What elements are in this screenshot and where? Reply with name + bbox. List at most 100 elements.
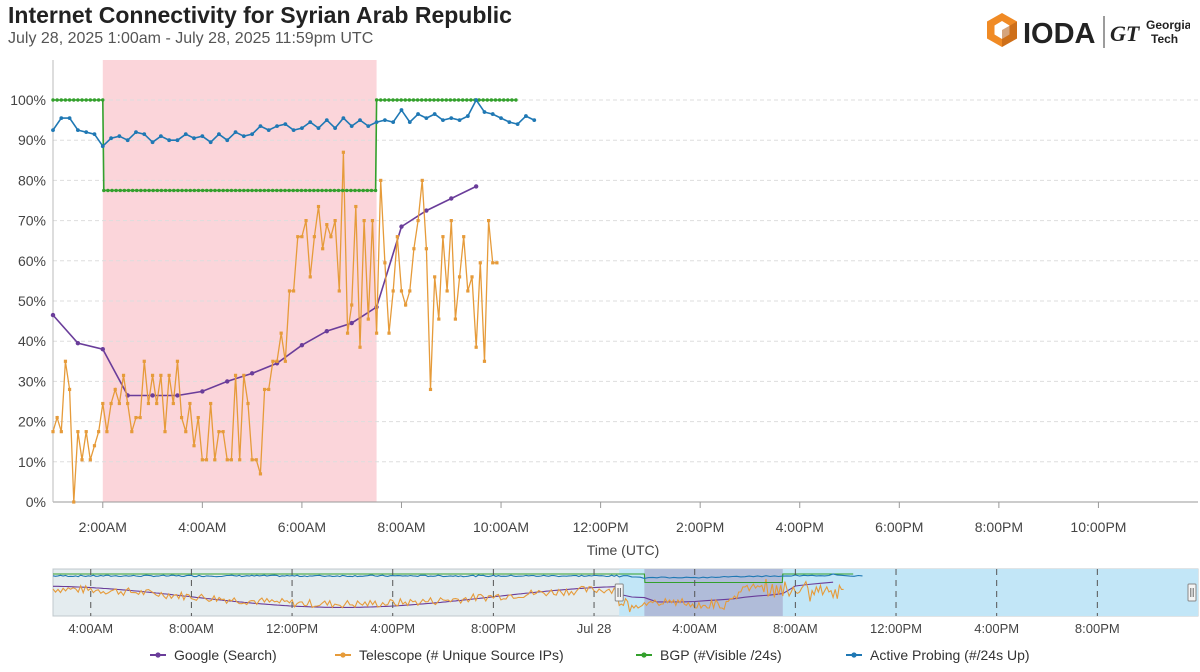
telescope-point (279, 331, 283, 335)
bgp-point (101, 98, 105, 102)
bgp-point (88, 98, 93, 102)
telescope-point (495, 261, 499, 265)
bgp-point (135, 188, 139, 193)
google-point (424, 208, 429, 213)
x-tick-label: 2:00AM (79, 519, 127, 535)
google-point (399, 224, 404, 229)
bgp-point (481, 98, 485, 102)
bgp-point (122, 188, 127, 193)
telescope-point (466, 289, 470, 293)
bgp-point (102, 188, 106, 193)
bgp-point (143, 188, 147, 193)
telescope-point (267, 387, 271, 392)
bgp-point (110, 188, 114, 193)
telescope-point (453, 317, 457, 321)
bgp-point (291, 188, 295, 193)
probing-point (150, 140, 155, 145)
bgp-point (72, 98, 76, 102)
probing-point (374, 120, 379, 125)
probing-point (134, 130, 138, 135)
bgp-point (59, 98, 63, 102)
telescope-point (67, 387, 72, 392)
bgp-point (254, 188, 258, 193)
bgp-point (328, 188, 332, 193)
bgp-point (493, 98, 498, 102)
navigator-handle-left[interactable] (614, 583, 624, 602)
bgp-point (316, 188, 320, 193)
probing-point (333, 126, 338, 131)
telescope-point (130, 430, 134, 434)
bgp-point (246, 188, 250, 193)
y-tick-label: 60% (18, 253, 46, 269)
telescope-point (478, 261, 482, 265)
telescope-point (225, 458, 229, 462)
bgp-point (432, 98, 436, 102)
probing-point (490, 112, 495, 116)
legend-item-telescope[interactable]: Telescope (# Unique Source IPs) (335, 647, 564, 663)
legend-marker (641, 652, 647, 658)
ioda-wordmark: IODA (1023, 18, 1096, 50)
telescope-point (374, 331, 379, 335)
navigator-handle-right[interactable] (1187, 583, 1197, 602)
series-probing (51, 98, 537, 149)
x-tick-label: 10:00AM (473, 519, 529, 535)
bgp-point (307, 188, 312, 193)
bgp-point (270, 188, 275, 193)
probing-point (92, 132, 97, 137)
probing-point (524, 114, 528, 118)
telescope-point (287, 289, 292, 293)
bgp-point (287, 188, 291, 193)
navigator-tick-label: 12:00PM (870, 621, 922, 636)
telescope-point (275, 359, 279, 363)
bgp-point (51, 98, 55, 102)
ioda-hexagon-shade-icon (1002, 21, 1017, 47)
telescope-point (445, 289, 449, 293)
bgp-point (200, 188, 205, 193)
navigator-tick-label: 4:00AM (672, 621, 717, 636)
x-tick-label: 2:00PM (676, 519, 724, 535)
x-tick-label: 10:00PM (1070, 519, 1126, 535)
navigator-tick-label: 8:00AM (169, 621, 214, 636)
google-point (150, 393, 155, 398)
bgp-point (205, 188, 209, 193)
telescope-point (121, 373, 126, 377)
bgp-point (63, 98, 68, 102)
bgp-point (106, 188, 110, 193)
probing-point (283, 122, 288, 127)
bgp-point (76, 98, 80, 102)
telescope-point (254, 458, 258, 462)
bgp-point (357, 188, 361, 193)
bgp-point (67, 98, 72, 102)
bgp-point (80, 98, 84, 102)
telescope-point (204, 458, 209, 462)
probing-point (59, 116, 64, 120)
legend-label: Active Probing (#/24s Up) (870, 647, 1030, 663)
telescope-point (416, 219, 420, 223)
probing-point (416, 112, 420, 116)
telescope-point (345, 331, 350, 335)
telescope-point (437, 317, 441, 321)
bgp-point (460, 98, 465, 102)
navigator-series-bgp (53, 573, 854, 584)
probing-point (291, 128, 296, 133)
bgp-point (415, 98, 420, 102)
probing-point (192, 136, 196, 141)
bgp-point (452, 98, 457, 102)
bgp-point (514, 98, 518, 102)
telescope-point (470, 275, 474, 279)
bgp-point (456, 98, 461, 102)
telescope-point (399, 289, 404, 293)
bgp-point (167, 188, 172, 193)
bgp-point (84, 98, 88, 102)
legend-item-google[interactable]: Google (Search) (150, 647, 277, 663)
telescope-point (408, 289, 412, 293)
telescope-point (196, 415, 200, 420)
telescope-point (491, 261, 495, 265)
google-point (225, 379, 230, 384)
legend-item-probing[interactable]: Active Probing (#/24s Up) (846, 647, 1030, 663)
navigator-tick-label: 8:00PM (1075, 621, 1120, 636)
legend-item-bgp[interactable]: BGP (#Visible /24s) (636, 647, 782, 663)
y-tick-label: 30% (18, 373, 46, 389)
bgp-point (365, 188, 370, 193)
